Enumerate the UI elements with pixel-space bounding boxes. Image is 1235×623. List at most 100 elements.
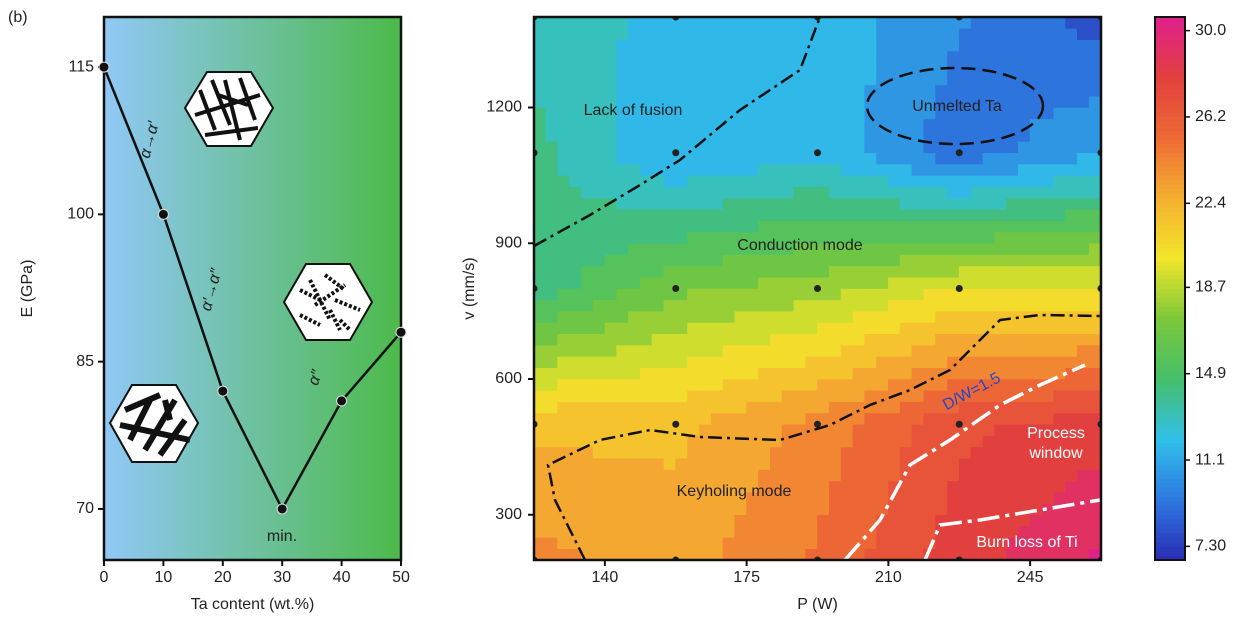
contour-cell xyxy=(970,209,984,221)
contour-cell xyxy=(876,412,889,425)
contour-cell xyxy=(958,299,972,312)
contour-cell xyxy=(793,288,806,301)
contour-cell xyxy=(628,220,641,233)
contour-cell xyxy=(734,73,747,86)
contour-cell xyxy=(769,525,783,538)
contour-cell xyxy=(781,344,795,357)
colorbar-step xyxy=(1155,147,1185,154)
contour-cell xyxy=(864,514,877,527)
contour-cell xyxy=(651,17,665,29)
contour-cell xyxy=(994,378,1007,391)
contour-cell xyxy=(557,423,570,436)
contour-cell xyxy=(734,322,747,335)
contour-cell xyxy=(1041,129,1055,142)
colorbar-step xyxy=(1155,265,1185,271)
contour-cell xyxy=(864,265,877,278)
x-axis-label: Ta content (wt.%) xyxy=(191,596,315,613)
contour-cell xyxy=(899,435,913,448)
contour-cell xyxy=(628,457,641,470)
contour-cell xyxy=(1006,423,1019,436)
contour-cell xyxy=(1006,28,1019,40)
contour-cell xyxy=(840,73,854,86)
contour-cell xyxy=(947,129,960,142)
contour-cell xyxy=(1006,39,1019,52)
contour-cell xyxy=(592,491,606,504)
contour-cell xyxy=(840,209,854,221)
contour-cell xyxy=(793,457,806,470)
contour-cell xyxy=(923,118,936,131)
contour-cell xyxy=(876,344,889,357)
contour-cell xyxy=(888,107,901,120)
contour-cell xyxy=(852,254,866,267)
contour-cell xyxy=(1029,141,1043,154)
contour-cell xyxy=(734,118,747,131)
contour-cell xyxy=(1041,333,1055,346)
contour-cell xyxy=(935,163,948,176)
contour-cell xyxy=(864,401,877,414)
contour-cell xyxy=(982,356,995,368)
contour-cell xyxy=(994,469,1007,482)
contour-cell xyxy=(580,61,594,74)
contour-cell xyxy=(557,457,570,470)
contour-cell xyxy=(557,197,570,210)
contour-cell xyxy=(888,242,901,255)
contour-cell xyxy=(852,378,866,391)
contour-cell xyxy=(1018,378,1031,391)
contour-cell xyxy=(805,107,818,120)
contour-cell xyxy=(722,367,736,380)
contour-cell xyxy=(769,265,783,278)
contour-cell xyxy=(970,401,984,414)
contour-cell xyxy=(994,412,1007,425)
contour-cell xyxy=(923,548,936,560)
colorbar-step xyxy=(1155,337,1185,344)
contour-cell xyxy=(970,50,984,63)
contour-cell xyxy=(592,288,606,301)
contour-cell xyxy=(592,412,606,425)
contour-cell xyxy=(958,503,972,516)
contour-cell xyxy=(1053,175,1066,187)
contour-cell xyxy=(710,503,724,516)
contour-cell xyxy=(840,401,854,414)
contour-cell xyxy=(840,412,854,425)
contour-cell xyxy=(923,141,936,154)
contour-cell xyxy=(640,231,653,244)
contour-cell xyxy=(935,107,948,120)
contour-cell xyxy=(888,514,901,527)
contour-cell xyxy=(876,514,889,527)
contour-cell xyxy=(982,50,995,63)
contour-cell xyxy=(687,457,700,470)
contour-cell xyxy=(569,412,582,425)
contour-cell xyxy=(663,469,677,482)
contour-cell xyxy=(852,175,866,187)
contour-cell xyxy=(781,503,795,516)
colorbar-step xyxy=(1155,161,1185,167)
contour-cell xyxy=(935,390,948,402)
contour-cell xyxy=(852,469,866,482)
contour-cell xyxy=(628,548,641,560)
contour-cell xyxy=(569,446,582,459)
contour-cell xyxy=(675,344,688,357)
contour-cell xyxy=(781,61,795,74)
contour-cell xyxy=(687,299,700,312)
contour-cell xyxy=(628,265,641,278)
contour-cell xyxy=(1041,344,1055,357)
contour-cell xyxy=(545,423,558,436)
contour-cell xyxy=(1029,548,1043,560)
contour-cell xyxy=(758,163,771,176)
contour-cell xyxy=(817,254,830,267)
contour-cell xyxy=(628,276,641,289)
contour-cell xyxy=(663,61,677,74)
contour-cell xyxy=(817,186,830,199)
contour-cell xyxy=(557,39,570,52)
contour-cell xyxy=(793,141,806,154)
contour-cell xyxy=(569,310,582,323)
contour-cell xyxy=(1065,525,1078,538)
contour-cell xyxy=(1018,95,1031,108)
contour-cell xyxy=(805,537,818,549)
contour-cell xyxy=(699,333,712,346)
contour-cell xyxy=(958,50,972,63)
contour-cell xyxy=(580,129,594,142)
contour-cell xyxy=(651,457,665,470)
contour-cell xyxy=(793,118,806,131)
contour-cell xyxy=(604,95,617,108)
